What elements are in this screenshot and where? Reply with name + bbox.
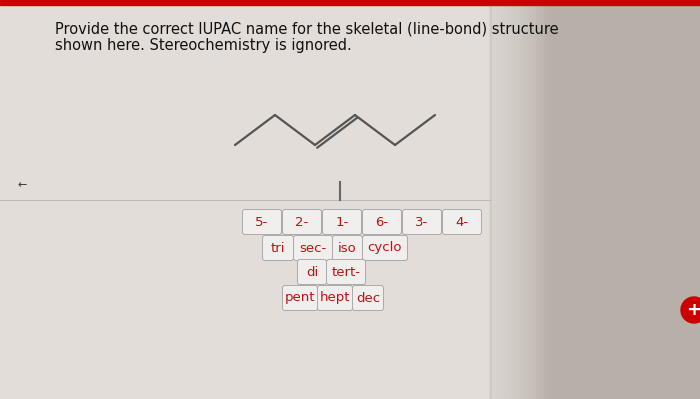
FancyBboxPatch shape <box>323 209 361 235</box>
Bar <box>542 0 545 399</box>
Bar <box>520 0 522 399</box>
FancyBboxPatch shape <box>262 235 293 261</box>
Bar <box>540 0 542 399</box>
Bar <box>524 0 526 399</box>
Bar <box>535 0 537 399</box>
Bar <box>528 0 529 399</box>
Bar <box>507 0 508 399</box>
Text: sec-: sec- <box>300 241 327 255</box>
Bar <box>499 0 501 399</box>
Bar <box>496 0 498 399</box>
FancyBboxPatch shape <box>363 235 407 261</box>
Bar <box>529 0 531 399</box>
FancyBboxPatch shape <box>353 286 384 310</box>
FancyBboxPatch shape <box>326 259 365 284</box>
Bar <box>522 0 524 399</box>
FancyBboxPatch shape <box>332 235 363 261</box>
Text: cyclo: cyclo <box>368 241 402 255</box>
FancyBboxPatch shape <box>402 209 442 235</box>
Text: dec: dec <box>356 292 380 304</box>
Text: 1-: 1- <box>335 215 349 229</box>
Text: iso: iso <box>338 241 357 255</box>
Text: di: di <box>306 265 318 279</box>
Text: tri: tri <box>271 241 286 255</box>
Text: hept: hept <box>320 292 350 304</box>
Text: 2-: 2- <box>295 215 309 229</box>
Text: ←: ← <box>18 180 27 190</box>
Bar <box>491 0 494 399</box>
Bar <box>533 0 536 399</box>
Bar <box>526 0 528 399</box>
Bar <box>511 0 513 399</box>
Bar <box>541 0 543 399</box>
Text: shown here. Stereochemistry is ignored.: shown here. Stereochemistry is ignored. <box>55 38 351 53</box>
Bar <box>490 0 492 399</box>
Bar <box>508 0 510 399</box>
Bar <box>531 0 533 399</box>
Bar <box>512 0 514 399</box>
Bar <box>494 0 496 399</box>
Text: 5-: 5- <box>256 215 269 229</box>
FancyBboxPatch shape <box>318 286 353 310</box>
Text: tert-: tert- <box>332 265 361 279</box>
FancyBboxPatch shape <box>283 209 321 235</box>
Bar <box>538 0 540 399</box>
FancyBboxPatch shape <box>363 209 402 235</box>
Circle shape <box>681 297 700 323</box>
Text: 6-: 6- <box>375 215 389 229</box>
FancyBboxPatch shape <box>298 259 326 284</box>
Bar <box>532 0 534 399</box>
Bar <box>517 0 519 399</box>
Text: +: + <box>687 301 700 319</box>
Bar <box>545 0 547 399</box>
Text: 3-: 3- <box>415 215 428 229</box>
Bar <box>514 0 516 399</box>
Bar <box>549 0 550 399</box>
Bar <box>505 0 507 399</box>
Bar <box>500 0 503 399</box>
Bar <box>523 0 525 399</box>
Bar <box>544 0 546 399</box>
FancyBboxPatch shape <box>293 235 332 261</box>
Bar <box>503 0 505 399</box>
Bar <box>502 0 504 399</box>
Text: pent: pent <box>285 292 315 304</box>
FancyBboxPatch shape <box>283 286 318 310</box>
Bar <box>0 0 700 5</box>
Bar <box>498 0 500 399</box>
Bar <box>490 0 700 399</box>
Bar <box>515 0 517 399</box>
Bar <box>519 0 521 399</box>
Text: Provide the correct IUPAC name for the skeletal (line-bond) structure: Provide the correct IUPAC name for the s… <box>55 22 559 37</box>
Bar <box>493 0 495 399</box>
Text: 4-: 4- <box>456 215 468 229</box>
Bar <box>536 0 538 399</box>
Bar <box>510 0 512 399</box>
Bar <box>547 0 549 399</box>
FancyBboxPatch shape <box>242 209 281 235</box>
FancyBboxPatch shape <box>442 209 482 235</box>
